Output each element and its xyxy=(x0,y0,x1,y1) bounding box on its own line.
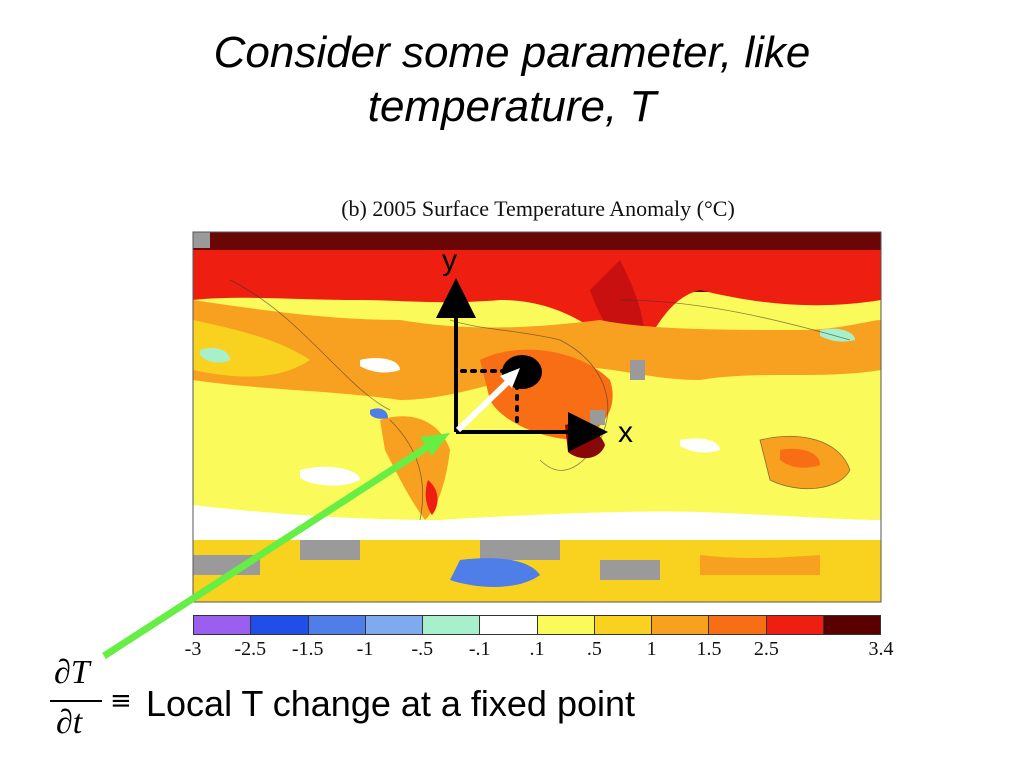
colorbar-tick-label: .5 xyxy=(586,638,602,660)
green-pointer-arrow-head xyxy=(420,433,450,456)
colorbar-tick-label: 3.4 xyxy=(868,638,894,660)
y-axis-label: y xyxy=(442,244,457,277)
colorbar-swatch xyxy=(423,616,481,634)
colorbar-tick-label: -.1 xyxy=(468,638,491,660)
fraction-bar xyxy=(50,700,102,702)
x-axis-label: x xyxy=(618,416,633,449)
colorbar-tick-label: -1 xyxy=(356,638,374,660)
colorbar-swatch xyxy=(594,616,652,634)
map-caption: (b) 2005 Surface Temperature Anomaly (°C… xyxy=(341,196,735,221)
heatmap-layer xyxy=(193,232,881,602)
colorbar-swatch xyxy=(308,616,366,634)
colorbar-swatch xyxy=(365,616,423,634)
equation-description: Local T change at a fixed point xyxy=(146,683,636,724)
slide-title-line-1: Consider some parameter, like xyxy=(213,28,811,77)
colorbar-swatch xyxy=(766,616,824,634)
equivalence-symbol: ≡ xyxy=(110,686,132,716)
colorbar-tick-label: -2.5 xyxy=(234,638,267,660)
colorbar-swatch xyxy=(709,616,767,634)
equation-numerator: ∂T xyxy=(54,654,90,691)
colorbar xyxy=(193,615,881,635)
green-pointer-arrow xyxy=(102,441,434,659)
colorbar-tick-label: 1.5 xyxy=(696,638,722,660)
colorbar-swatch xyxy=(251,616,309,634)
position-vector xyxy=(455,375,515,433)
equation-denominator: ∂t xyxy=(56,704,83,741)
colorbar-swatch xyxy=(537,616,595,634)
slide-title: Consider some parameter, like temperatur… xyxy=(0,26,1024,134)
colorbar-tick-label: -3 xyxy=(184,638,202,660)
partial-derivative-equation: ∂T ∂t xyxy=(48,652,128,752)
position-vector-head xyxy=(500,368,520,388)
colorbar-tick-label: -.5 xyxy=(411,638,434,660)
colorbar-swatch xyxy=(652,616,710,634)
colorbar-swatch xyxy=(194,616,252,634)
map-frame xyxy=(192,231,882,603)
colorbar-tick-label: -1.5 xyxy=(291,638,324,660)
colorbar-tick-label: 2.5 xyxy=(753,638,779,660)
colorbar-swatch xyxy=(480,616,538,634)
slide-title-line-2: temperature, T xyxy=(367,82,657,131)
colorbar-tick-labels: -3 -2.5 -1.5 -1 -.5 -.1 .1 .5 1 1.5 2.5 3.4 xyxy=(0,638,1024,662)
colorbar-tick-label: 1 xyxy=(646,638,657,660)
colorbar-swatch xyxy=(823,616,880,634)
colorbar-tick-label: .1 xyxy=(529,638,545,660)
